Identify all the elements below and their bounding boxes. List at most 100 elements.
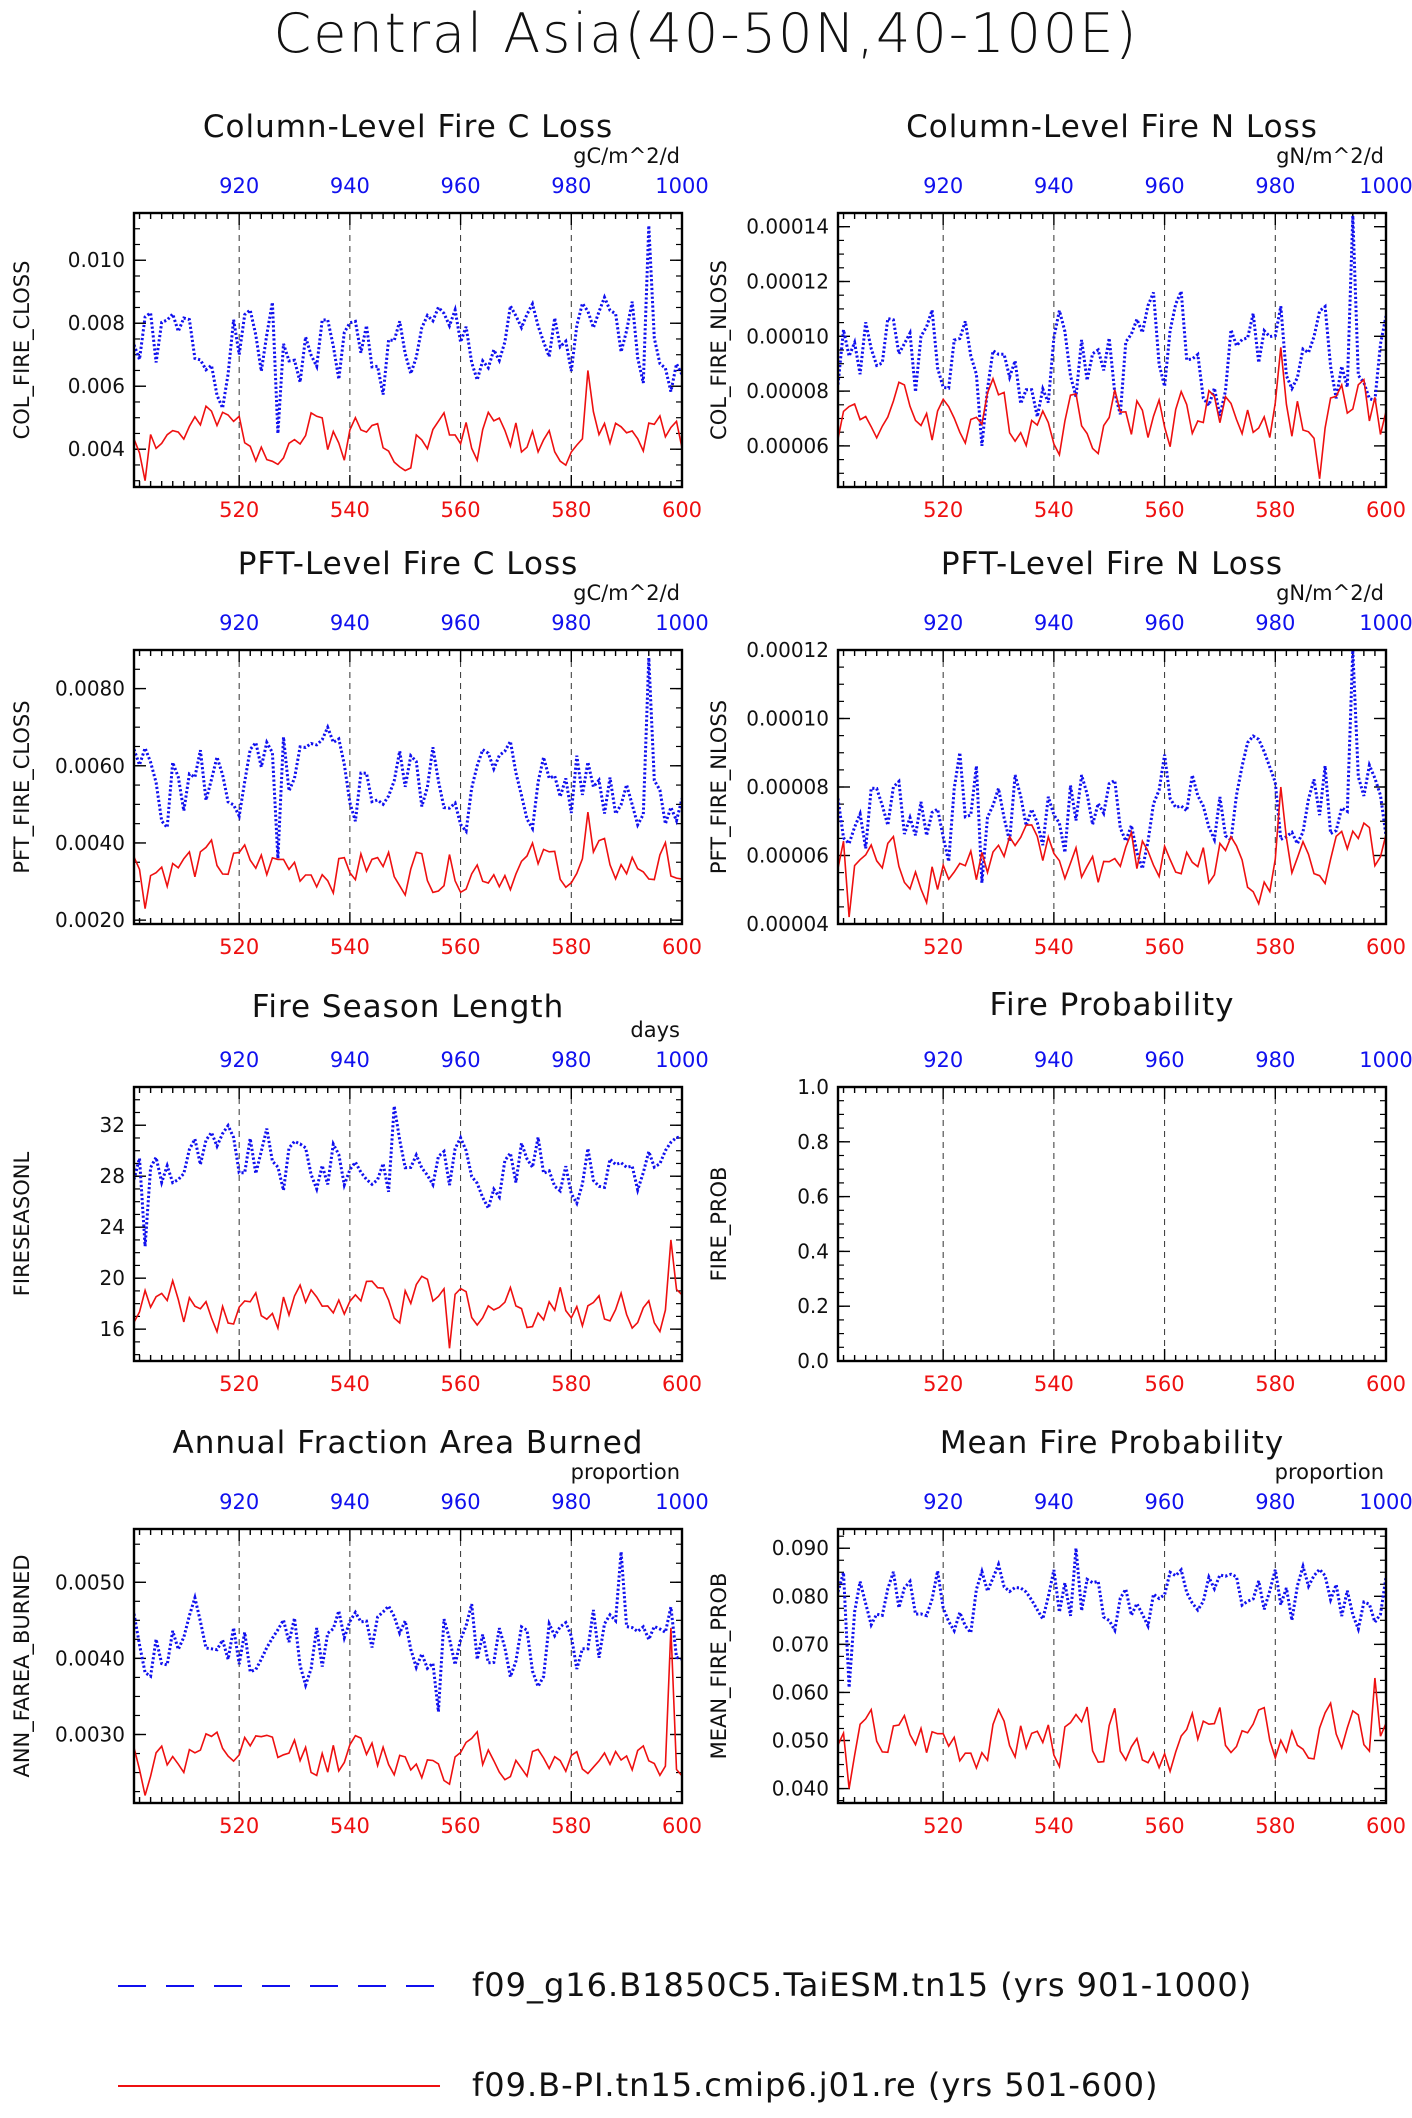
x-tick-label-bottom: 520 [219,1372,259,1396]
x-tick-label-top: 1000 [1359,1490,1412,1514]
units-label: proportion [1275,1460,1384,1484]
y-tick-label: 0.8 [797,1130,829,1154]
panel-title: Fire Probability [989,987,1234,1023]
x-tick-label-bottom: 580 [1255,1372,1295,1396]
y-tick-label: 0.00010 [746,324,829,348]
units-label: gC/m^2/d [573,144,680,168]
x-tick-label-top: 960 [1145,174,1185,198]
chart-panel-fireseasonl: Fire Season Length days 520 540 560 580 600 920… [10,989,709,1396]
x-tick-label-bottom: 540 [330,498,370,522]
x-tick-label-bottom: 520 [923,935,963,959]
units-label: gN/m^2/d [1276,581,1384,605]
plot-frame [836,648,1388,926]
plot-frame [836,1085,1388,1363]
x-tick-label-top: 940 [330,1048,370,1072]
panel-title: Annual Fraction Area Burned [173,1425,644,1461]
x-tick-label-top: 940 [1034,174,1074,198]
x-tick-label-bottom: 520 [219,498,259,522]
plot-frame [836,211,1388,489]
y-axis-label: MEAN_FIRE_PROB [707,1573,732,1760]
y-tick-label: 24 [100,1215,125,1239]
x-tick-label-top: 920 [923,1048,963,1072]
legend: f09_g16.B1850C5.TaiESM.tn15 (yrs 901-100… [118,1966,1251,2104]
x-tick-label-top: 940 [330,611,370,635]
x-tick-label-bottom: 560 [1145,1372,1185,1396]
x-tick-label-top: 940 [1034,611,1074,635]
x-tick-label-bottom: 580 [1255,498,1295,522]
x-tick-label-top: 940 [1034,1048,1074,1072]
units-label: gN/m^2/d [1276,144,1384,168]
plot-frame [132,648,684,926]
y-tick-label: 0.00014 [746,215,829,239]
y-tick-label: 0.0 [797,1349,829,1373]
y-tick-label: 32 [100,1113,125,1137]
y-tick-label: 0.2 [797,1294,829,1318]
chart-panel-fire-prob: Fire Probability 520 540 560 580 600 920 940 960… [707,987,1412,1396]
y-tick-label: 0.00012 [746,638,829,662]
x-tick-label-bottom: 560 [441,1814,481,1838]
x-tick-label-bottom: 580 [551,935,591,959]
y-tick-label: 0.0050 [55,1570,125,1594]
x-tick-label-bottom: 580 [551,1372,591,1396]
y-axis-label: FIRESEASONL [10,1152,34,1297]
x-tick-label-bottom: 520 [923,498,963,522]
x-tick-label-bottom: 520 [219,1814,259,1838]
series-line-taiesm [134,1551,682,1712]
panel-title: Column-Level Fire C Loss [203,109,613,145]
x-tick-label-top: 1000 [1359,611,1412,635]
x-tick-label-bottom: 540 [330,1814,370,1838]
y-tick-label: 16 [100,1317,125,1341]
x-tick-label-bottom: 560 [1145,935,1185,959]
x-tick-label-top: 980 [551,611,591,635]
x-tick-label-bottom: 540 [1034,1814,1074,1838]
x-tick-label-top: 1000 [655,1490,708,1514]
y-tick-label: 0.040 [772,1777,829,1801]
x-tick-label-top: 960 [441,1048,481,1072]
y-tick-label: 0.0030 [55,1723,125,1747]
y-axis-label: COL_FIRE_CLOSS [10,261,35,440]
y-tick-label: 0.006 [68,374,125,398]
x-tick-label-top: 1000 [1359,1048,1412,1072]
y-tick-label: 0.010 [68,248,125,272]
plot-frame [836,1527,1388,1805]
units-label: proportion [571,1460,680,1484]
y-axis-label: FIRE_PROB [707,1167,732,1282]
x-tick-label-bottom: 580 [551,1814,591,1838]
series-line-cmip6 [134,1627,682,1796]
x-tick-label-top: 920 [923,1490,963,1514]
x-tick-label-top: 920 [219,1048,259,1072]
series-line-taiesm [134,225,682,434]
panel-title: Column-Level Fire N Loss [906,109,1318,145]
series-line-taiesm [838,650,1386,884]
x-tick-label-top: 1000 [1359,174,1412,198]
x-tick-label-top: 980 [551,1490,591,1514]
x-tick-label-bottom: 600 [1366,1814,1406,1838]
x-tick-label-top: 940 [330,1490,370,1514]
x-tick-label-top: 980 [1255,174,1295,198]
x-tick-label-top: 920 [219,611,259,635]
figure-title: Central Asia(40-50N,40-100E) [274,2,1139,65]
panel-title: Fire Season Length [252,989,564,1025]
y-tick-label: 0.070 [772,1632,829,1656]
panel-title: Mean Fire Probability [940,1425,1284,1461]
x-tick-label-bottom: 540 [1034,935,1074,959]
x-tick-label-bottom: 580 [551,498,591,522]
panel-title: PFT-Level Fire N Loss [941,546,1283,582]
x-tick-label-bottom: 600 [662,935,702,959]
x-tick-label-bottom: 560 [441,498,481,522]
y-tick-label: 0.060 [772,1680,829,1704]
x-tick-label-bottom: 600 [662,498,702,522]
y-tick-label: 0.00012 [746,270,829,294]
x-tick-label-bottom: 560 [1145,498,1185,522]
x-tick-label-top: 1000 [655,174,708,198]
y-tick-label: 0.00004 [746,912,829,936]
x-tick-label-top: 980 [551,1048,591,1072]
y-tick-label: 0.00010 [746,707,829,731]
series-line-cmip6 [134,811,682,909]
x-tick-label-top: 940 [1034,1490,1074,1514]
y-tick-label: 0.4 [797,1239,829,1263]
series-line-cmip6 [134,370,682,481]
series-line-cmip6 [134,1239,682,1349]
